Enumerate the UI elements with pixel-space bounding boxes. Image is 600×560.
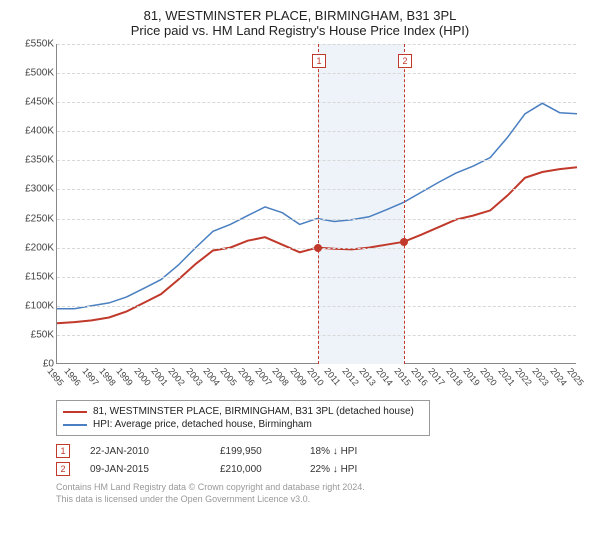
y-tick-label: £400K (25, 126, 54, 137)
x-tick-label: 2019 (461, 366, 482, 388)
x-tick-label: 2001 (149, 366, 170, 388)
x-tick-label: 2021 (496, 366, 517, 388)
y-tick-label: £250K (25, 213, 54, 224)
x-tick-label: 2003 (184, 366, 205, 388)
gridline (57, 306, 576, 307)
sale-point (400, 238, 408, 246)
line-series-svg (57, 44, 577, 364)
x-tick-label: 2024 (548, 366, 569, 388)
x-tick-label: 2010 (305, 366, 326, 388)
sale-marker-line (404, 44, 405, 364)
series-line (57, 103, 577, 308)
legend-item-hpi: HPI: Average price, detached house, Birm… (63, 418, 423, 431)
sale-diff: 22% ↓ HPI (310, 464, 390, 475)
legend-label: 81, WESTMINSTER PLACE, BIRMINGHAM, B31 3… (93, 406, 414, 417)
x-tick-label: 2016 (409, 366, 430, 388)
x-tick-label: 2014 (375, 366, 396, 388)
gridline (57, 44, 576, 45)
y-tick-label: £350K (25, 155, 54, 166)
sale-row: 2 09-JAN-2015 £210,000 22% ↓ HPI (56, 460, 588, 478)
gridline (57, 219, 576, 220)
x-tick-label: 2013 (357, 366, 378, 388)
gridline (57, 131, 576, 132)
x-tick-label: 2004 (201, 366, 222, 388)
sale-marker-box: 2 (398, 54, 412, 68)
y-tick-label: £450K (25, 97, 54, 108)
x-tick-label: 2023 (531, 366, 552, 388)
legend-item-property: 81, WESTMINSTER PLACE, BIRMINGHAM, B31 3… (63, 405, 423, 418)
x-tick-label: 1997 (80, 366, 101, 388)
y-tick-label: £100K (25, 300, 54, 311)
sale-marker: 2 (56, 462, 70, 476)
x-tick-label: 2025 (565, 366, 586, 388)
gridline (57, 160, 576, 161)
sale-date: 09-JAN-2015 (90, 464, 200, 475)
legend-label: HPI: Average price, detached house, Birm… (93, 419, 312, 430)
chart-area: £0£50K£100K£150K£200K£250K£300K£350K£400… (12, 44, 588, 394)
legend-swatch (63, 424, 87, 426)
y-tick-label: £550K (25, 39, 54, 50)
x-tick-label: 2009 (288, 366, 309, 388)
plot-area: 12 (56, 44, 576, 364)
x-tick-label: 2006 (236, 366, 257, 388)
y-tick-label: £50K (31, 329, 54, 340)
sale-row: 1 22-JAN-2010 £199,950 18% ↓ HPI (56, 442, 588, 460)
x-tick-label: 1996 (63, 366, 84, 388)
x-tick-label: 1998 (97, 366, 118, 388)
x-tick-label: 2002 (167, 366, 188, 388)
sale-marker: 1 (56, 444, 70, 458)
gridline (57, 189, 576, 190)
sale-marker-line (318, 44, 319, 364)
chart-container: 81, WESTMINSTER PLACE, BIRMINGHAM, B31 3… (0, 0, 600, 509)
legend-box: 81, WESTMINSTER PLACE, BIRMINGHAM, B31 3… (56, 400, 430, 436)
y-tick-label: £150K (25, 271, 54, 282)
y-tick-label: £500K (25, 68, 54, 79)
footer-line: This data is licensed under the Open Gov… (56, 494, 588, 506)
gridline (57, 335, 576, 336)
sale-diff: 18% ↓ HPI (310, 446, 390, 457)
x-tick-label: 2018 (444, 366, 465, 388)
footer-line: Contains HM Land Registry data © Crown c… (56, 482, 588, 494)
sale-price: £210,000 (220, 464, 290, 475)
x-tick-label: 2017 (427, 366, 448, 388)
y-axis: £0£50K£100K£150K£200K£250K£300K£350K£400… (12, 44, 56, 364)
sale-marker-box: 1 (312, 54, 326, 68)
x-tick-label: 2008 (271, 366, 292, 388)
x-tick-label: 2011 (323, 366, 343, 387)
sale-date: 22-JAN-2010 (90, 446, 200, 457)
x-tick-label: 2007 (253, 366, 274, 388)
gridline (57, 73, 576, 74)
x-tick-label: 2022 (513, 366, 534, 388)
y-tick-label: £200K (25, 242, 54, 253)
x-axis: 1995199619971998199920002001200220032004… (56, 366, 576, 394)
y-tick-label: £300K (25, 184, 54, 195)
sale-price: £199,950 (220, 446, 290, 457)
chart-subtitle: Price paid vs. HM Land Registry's House … (12, 23, 588, 38)
x-tick-label: 2015 (392, 366, 413, 388)
x-tick-label: 2005 (219, 366, 240, 388)
x-tick-label: 1995 (45, 366, 66, 388)
x-tick-label: 1999 (115, 366, 136, 388)
chart-title: 81, WESTMINSTER PLACE, BIRMINGHAM, B31 3… (12, 8, 588, 23)
gridline (57, 277, 576, 278)
footer-attribution: Contains HM Land Registry data © Crown c… (56, 482, 588, 505)
sales-table: 1 22-JAN-2010 £199,950 18% ↓ HPI 2 09-JA… (56, 442, 588, 478)
x-tick-label: 2020 (479, 366, 500, 388)
sale-point (314, 244, 322, 252)
x-tick-label: 2012 (340, 366, 361, 388)
gridline (57, 102, 576, 103)
x-tick-label: 2000 (132, 366, 153, 388)
legend-swatch (63, 411, 87, 413)
